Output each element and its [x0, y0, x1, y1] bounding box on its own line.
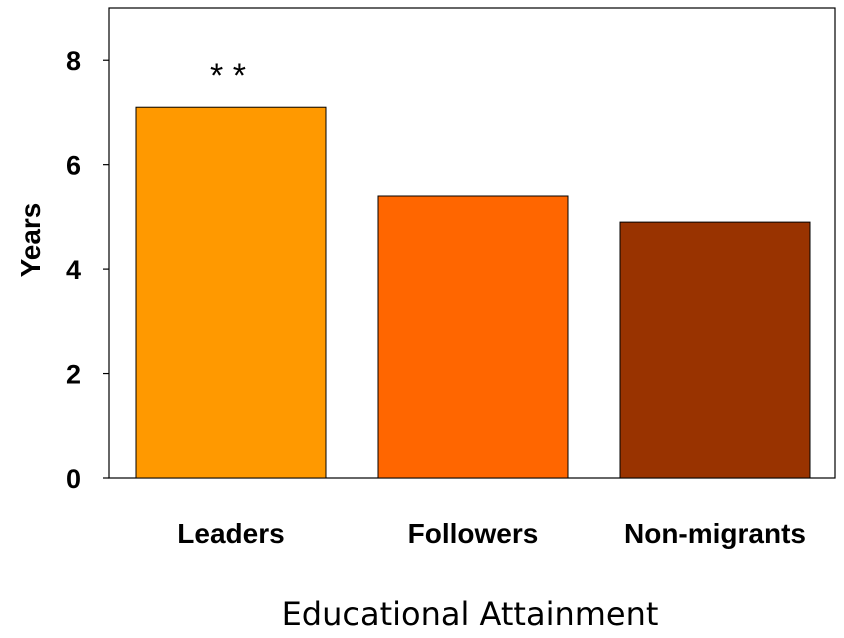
x-axis-categories: Leaders Followers Non-migrants — [177, 518, 806, 549]
y-tick-label: 4 — [66, 255, 81, 285]
bar-followers — [377, 195, 569, 479]
x-axis-label: Educational Attainment — [282, 595, 659, 633]
y-tick-label: 8 — [66, 46, 81, 76]
y-axis-ticks: 0 2 4 6 8 — [66, 46, 109, 494]
y-tick-label: 6 — [66, 151, 81, 181]
annotations-group: * * — [210, 57, 246, 95]
bar-non-migrants — [619, 221, 811, 479]
y-axis-label: Years — [15, 203, 46, 278]
bar-leaders — [135, 106, 327, 479]
significance-annotation: * * — [210, 57, 246, 95]
x-category-label: Leaders — [177, 518, 284, 549]
x-category-label: Followers — [408, 518, 539, 549]
x-category-label: Non-migrants — [624, 518, 806, 549]
bars-group — [135, 106, 811, 479]
y-tick-label: 2 — [66, 360, 81, 390]
y-tick-label: 0 — [66, 464, 81, 494]
